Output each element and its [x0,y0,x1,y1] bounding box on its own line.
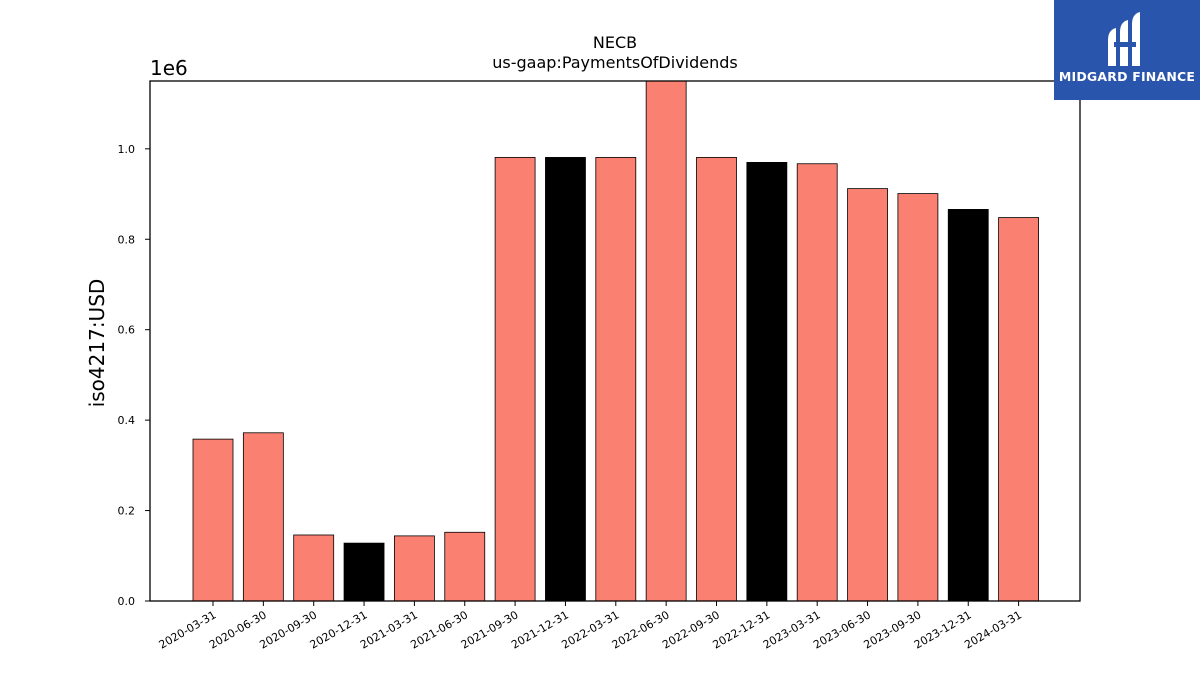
bar-2023-09-30 [897,193,939,602]
bar-2022-09-30 [696,157,737,602]
plot-frame [149,80,1081,602]
chart-subtitle: us-gaap:PaymentsOfDividends [492,53,737,72]
logo-text: MIDGARD FINANCE [1058,69,1196,84]
bar-2023-03-31 [796,163,838,602]
bar-2024-03-31 [998,217,1039,602]
bar-2021-09-30 [494,157,536,602]
x-tick-label: 2024-03-31 [962,608,1024,651]
bar-2022-03-31 [595,157,637,602]
y-tick-label: 0.2 [118,505,136,518]
bar-2021-12-31 [545,157,586,602]
chart-title: NECB [593,33,637,52]
y-tick-label: 0.8 [118,233,136,246]
y-tick-label: 0.0 [118,595,136,608]
y-offset-label: 1e6 [150,56,188,80]
y-tick-label: 0.6 [118,324,136,337]
y-axis-label: iso4217:USD [85,279,109,408]
bar-2020-03-31 [192,438,234,602]
bar-2022-12-31 [746,161,788,602]
bar-2020-12-31 [343,542,385,602]
bar-2023-06-30 [847,188,888,602]
bar-2022-06-30 [645,80,687,602]
brand-logo: MIDGARD FINANCE [1054,0,1200,100]
y-tick-label: 0.4 [118,414,136,427]
bar-2020-06-30 [242,432,284,602]
bar-2021-06-30 [444,531,486,602]
y-tick-label: 1.0 [118,143,136,156]
bar-2021-03-31 [393,535,435,602]
bar-2023-12-31 [947,209,989,602]
bar-2020-09-30 [293,534,335,602]
logo-mark-icon [1108,12,1140,66]
